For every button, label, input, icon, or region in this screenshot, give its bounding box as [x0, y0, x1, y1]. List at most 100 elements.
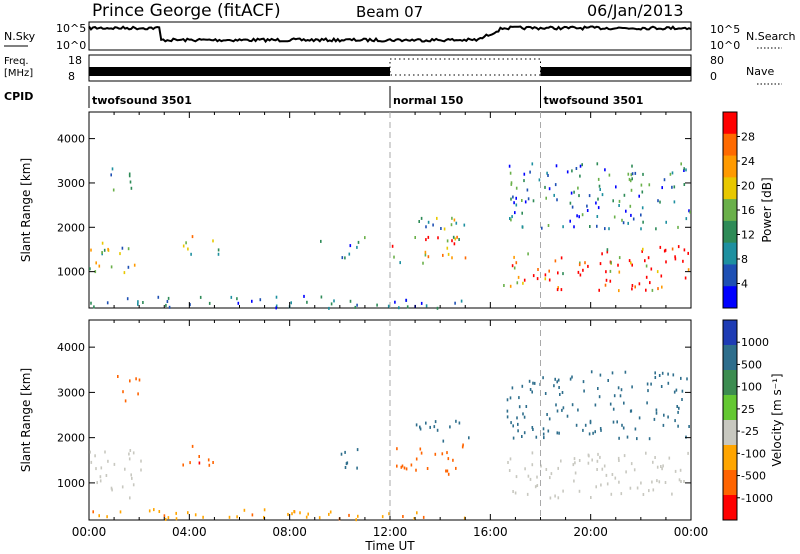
data-cell [557, 271, 559, 275]
data-cell [349, 299, 352, 303]
data-cell [610, 492, 613, 496]
data-cell [396, 447, 398, 451]
data-cell [628, 177, 631, 181]
data-cell [376, 303, 378, 307]
nsearch-tick-high: 10^5 [710, 23, 740, 36]
data-cell [561, 391, 564, 394]
data-cell [657, 199, 659, 203]
data-cell [668, 456, 671, 460]
data-cell [582, 268, 584, 272]
data-cell [420, 451, 423, 455]
data-cell [131, 476, 133, 480]
data-cell [570, 191, 573, 195]
data-cell [521, 199, 523, 202]
data-cell [506, 398, 509, 402]
data-cell [119, 510, 122, 514]
data-cell [111, 167, 114, 171]
data-cell [588, 194, 591, 198]
data-cell [106, 515, 108, 519]
data-cell [521, 225, 524, 229]
data-cell [621, 218, 623, 222]
data-cell [634, 171, 637, 175]
data-cell [595, 201, 597, 205]
data-cell [659, 245, 662, 249]
data-cell [515, 186, 518, 190]
data-cell [402, 515, 404, 518]
data-cell [510, 218, 512, 222]
data-cell [128, 457, 131, 461]
data-cell [509, 457, 512, 461]
data-cell [590, 370, 593, 374]
data-cell [631, 164, 633, 168]
data-cell [128, 452, 130, 456]
colorbar-tick-label: 25 [741, 403, 755, 416]
data-cell [638, 282, 641, 286]
data-cell [662, 423, 665, 427]
data-cell [600, 483, 602, 487]
data-cell [425, 238, 427, 242]
data-cell [433, 425, 436, 429]
data-cell [400, 465, 403, 469]
data-cell [687, 251, 689, 255]
data-cell [212, 239, 214, 243]
data-cell [344, 466, 347, 469]
data-cell [641, 190, 644, 194]
data-cell [140, 459, 142, 463]
data-cell [548, 269, 550, 273]
data-cell [597, 387, 599, 390]
data-cell [630, 462, 633, 466]
data-cell [656, 465, 659, 469]
data-cell [640, 213, 642, 217]
data-cell [198, 455, 200, 458]
data-cell [590, 496, 592, 499]
data-cell [575, 423, 578, 427]
colorbar-tick-label: 24 [741, 155, 755, 168]
data-cell [606, 482, 609, 486]
data-cell [236, 515, 238, 519]
data-cell [416, 511, 418, 515]
data-cell [320, 239, 322, 243]
data-cell [357, 514, 359, 518]
data-cell [664, 248, 667, 252]
colorbar-segment [723, 370, 737, 396]
data-cell [604, 283, 607, 287]
data-cell [578, 215, 580, 219]
data-cell [683, 248, 686, 252]
data-cell [263, 515, 265, 519]
data-cell [687, 268, 690, 272]
nave-tick-high: 80 [710, 54, 724, 67]
data-cell [654, 456, 656, 459]
data-cell [598, 184, 601, 188]
data-cell [333, 299, 335, 303]
data-cell [561, 408, 563, 412]
data-cell [461, 445, 464, 449]
data-cell [453, 218, 456, 222]
data-cell [608, 227, 610, 231]
data-cell [263, 508, 266, 512]
data-cell [560, 288, 563, 292]
data-cell [618, 270, 621, 274]
data-cell [601, 252, 603, 256]
data-cell [544, 273, 547, 277]
data-cell [124, 399, 127, 403]
data-cell [468, 436, 470, 440]
data-cell [645, 275, 648, 279]
data-cell [598, 395, 601, 399]
colorbar-segment [723, 177, 737, 200]
data-cell [629, 486, 632, 490]
data-cell [569, 219, 571, 223]
data-cell [187, 247, 189, 251]
data-cell [677, 225, 679, 229]
colorbar-segment [723, 420, 737, 446]
data-cell [110, 173, 112, 177]
data-cell [523, 179, 525, 183]
colorbar-tick-label: 28 [741, 131, 755, 144]
data-cell [644, 259, 646, 263]
data-cell [627, 221, 629, 225]
data-cell [436, 428, 439, 432]
data-cell [454, 237, 457, 241]
data-cell [104, 450, 106, 454]
data-cell [609, 269, 612, 273]
data-cell [598, 288, 600, 292]
